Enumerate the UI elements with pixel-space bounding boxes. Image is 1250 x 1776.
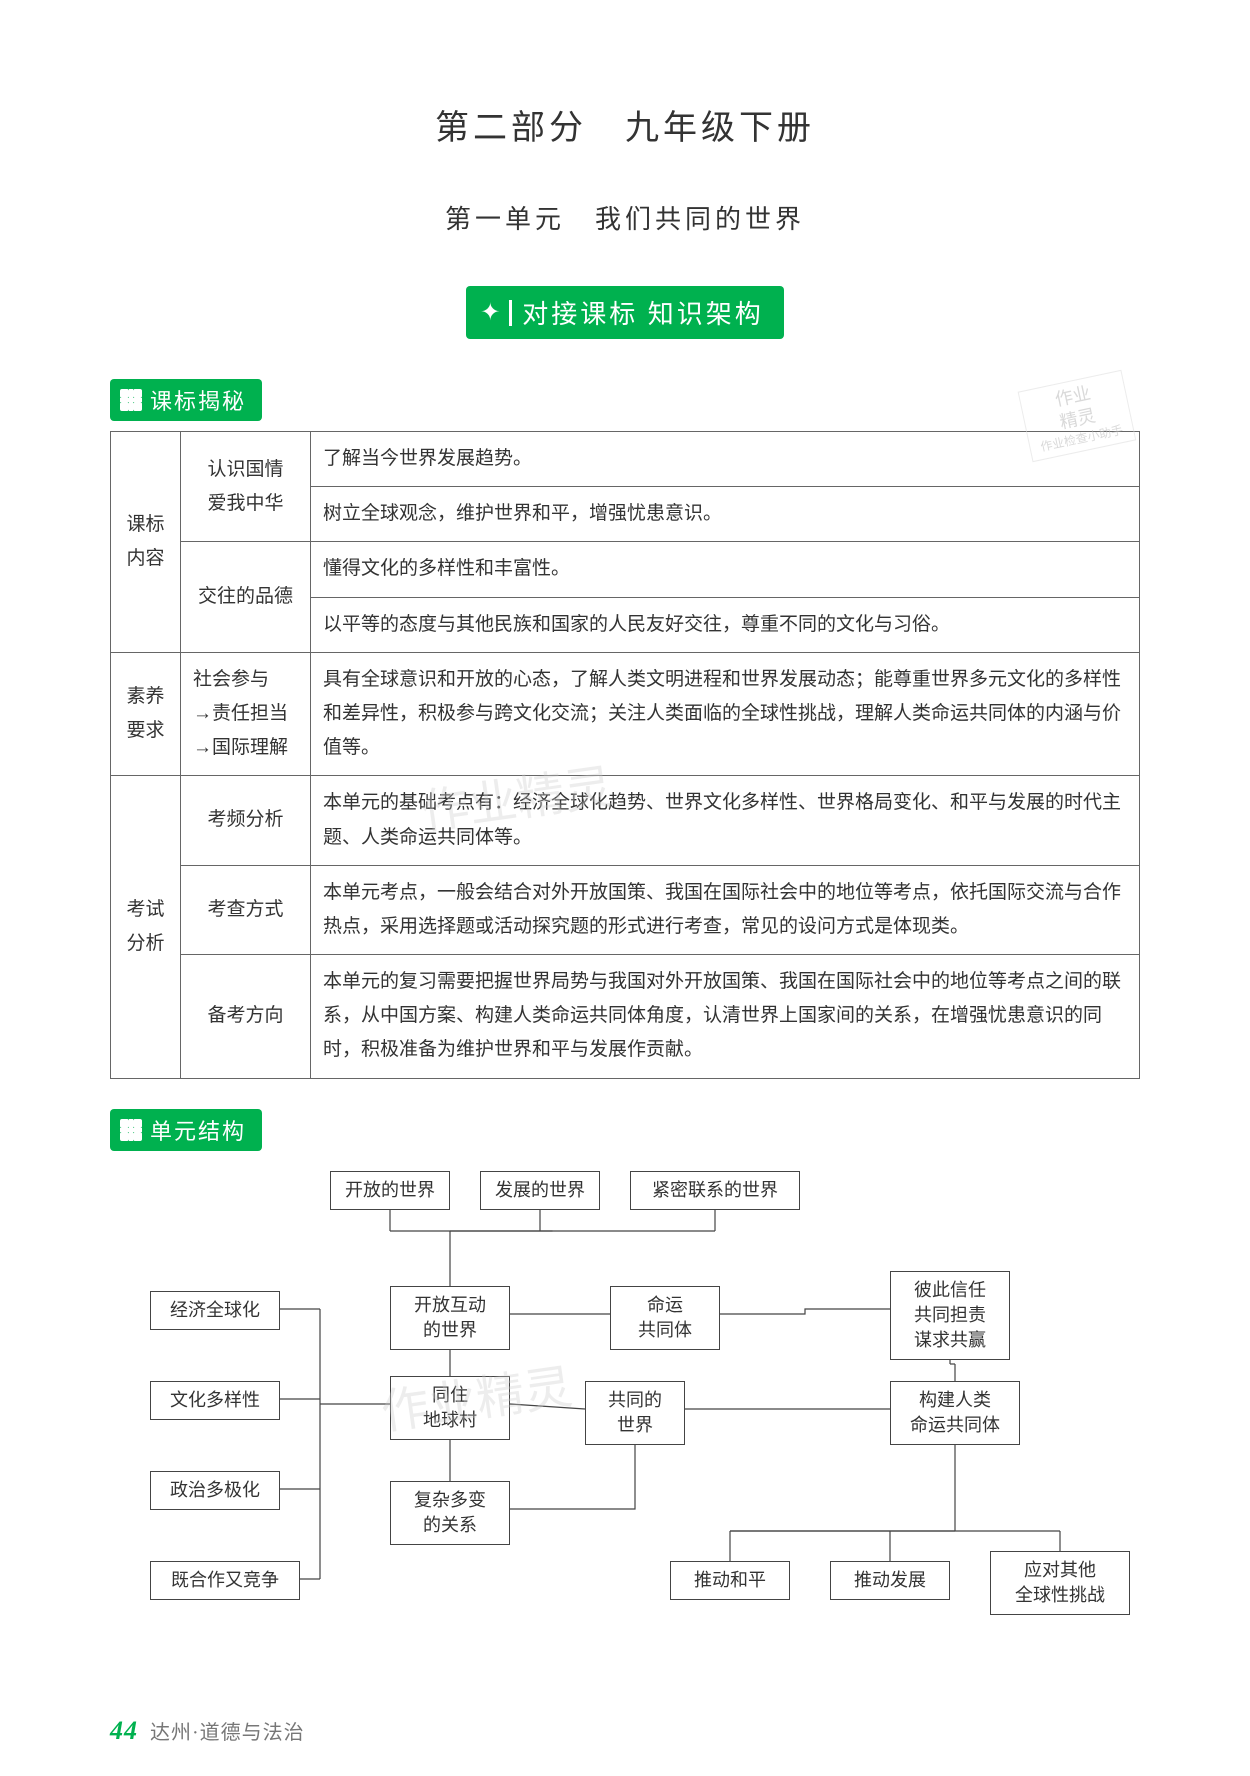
diagram-node: 推动和平 <box>670 1561 790 1600</box>
unit-title: 第一单元 我们共同的世界 <box>110 199 1140 236</box>
table-row: 课标内容认识国情 爱我中华了解当今世界发展趋势。 <box>111 432 1140 487</box>
table-cell-col2: 备考方向 <box>181 955 311 1079</box>
diagram-node: 应对其他全球性挑战 <box>990 1551 1130 1615</box>
green-header-text: 对接课标 知识架构 <box>522 294 764 331</box>
diagram-node: 紧密联系的世界 <box>630 1171 800 1210</box>
table-cell-col3: 以平等的态度与其他民族和国家的人民友好交往，尊重不同的文化与习俗。 <box>311 597 1140 652</box>
table-cell-col2: 社会参与→责任担当→国际理解 <box>181 652 311 776</box>
table-row: 备考方向本单元的复习需要把握世界局势与我国对外开放国策、我国在国际社会中的地位等… <box>111 955 1140 1079</box>
table-cell-col3: 懂得文化的多样性和丰富性。 <box>311 542 1140 597</box>
diagram-node: 构建人类命运共同体 <box>890 1381 1020 1445</box>
table-cell-col3: 本单元的基础考点有：经济全球化趋势、世界文化多样性、世界格局变化、和平与发展的时… <box>311 776 1140 865</box>
green-header: ✦ 对接课标 知识架构 <box>110 286 1140 339</box>
table-cell-col2: 考频分析 <box>181 776 311 865</box>
diagram-node: 开放互动的世界 <box>390 1286 510 1350</box>
page-number: 44 <box>110 1716 138 1745</box>
kbjm-table: 课标内容认识国情 爱我中华了解当今世界发展趋势。树立全球观念，维护世界和平，增强… <box>110 431 1140 1079</box>
diagram-node: 命运共同体 <box>610 1286 720 1350</box>
diagram-node: 既合作又竞争 <box>150 1561 300 1600</box>
clover-icon <box>120 389 142 411</box>
section-tag-label: 单元结构 <box>150 1114 246 1146</box>
table-cell-col2: 交往的品德 <box>181 542 311 652</box>
unit-structure-diagram: 开放的世界发展的世界紧密联系的世界经济全球化文化多样性政治多极化既合作又竞争 开放… <box>110 1171 1140 1711</box>
table-cell-col1: 考试分析 <box>111 776 181 1078</box>
main-title: 第二部分 九年级下册 <box>110 100 1140 149</box>
table-cell-col1: 课标内容 <box>111 432 181 653</box>
table-cell-col3: 本单元考点，一般会结合对外开放国策、我国在国际社会中的地位等考点，依托国际交流与… <box>311 865 1140 954</box>
table-cell-col2: 考查方式 <box>181 865 311 954</box>
diagram-node: 同住地球村 <box>390 1376 510 1440</box>
table-row: 考查方式本单元考点，一般会结合对外开放国策、我国在国际社会中的地位等考点，依托国… <box>111 865 1140 954</box>
table-cell-col1: 素养要求 <box>111 652 181 776</box>
diagram-node: 发展的世界 <box>480 1171 600 1210</box>
diagram-node: 彼此信任共同担责谋求共赢 <box>890 1271 1010 1361</box>
page-footer: 44 达州·道德与法治 <box>110 1716 305 1746</box>
section-tag-dyjg: 单元结构 <box>110 1109 262 1151</box>
diagram-node: 开放的世界 <box>330 1171 450 1210</box>
footer-text: 达州·道德与法治 <box>150 1722 305 1744</box>
section-tag-label: 课标揭秘 <box>150 384 246 416</box>
diagram-node: 推动发展 <box>830 1561 950 1600</box>
divider-bar <box>509 300 512 326</box>
diagram-node: 政治多极化 <box>150 1471 280 1510</box>
diagram-node: 复杂多变的关系 <box>390 1481 510 1545</box>
clover-icon <box>120 1119 142 1141</box>
person-icon: ✦ <box>480 298 503 327</box>
table-cell-col3: 本单元的复习需要把握世界局势与我国对外开放国策、我国在国际社会中的地位等考点之间… <box>311 955 1140 1079</box>
table-row: 交往的品德懂得文化的多样性和丰富性。 <box>111 542 1140 597</box>
table-cell-col3: 树立全球观念，维护世界和平，增强忧患意识。 <box>311 487 1140 542</box>
table-cell-col3: 具有全球意识和开放的心态，了解人类文明进程和世界发展动态；能尊重世界多元文化的多… <box>311 652 1140 776</box>
table-cell-col3: 了解当今世界发展趋势。 <box>311 432 1140 487</box>
diagram-node: 文化多样性 <box>150 1381 280 1420</box>
table-cell-col2: 认识国情 爱我中华 <box>181 432 311 542</box>
diagram-node: 经济全球化 <box>150 1291 280 1330</box>
section-tag-kbjm: 课标揭秘 <box>110 379 262 421</box>
table-row: 考试分析考频分析本单元的基础考点有：经济全球化趋势、世界文化多样性、世界格局变化… <box>111 776 1140 865</box>
table-row: 素养要求社会参与→责任担当→国际理解具有全球意识和开放的心态，了解人类文明进程和… <box>111 652 1140 776</box>
diagram-node: 共同的世界 <box>585 1381 685 1445</box>
